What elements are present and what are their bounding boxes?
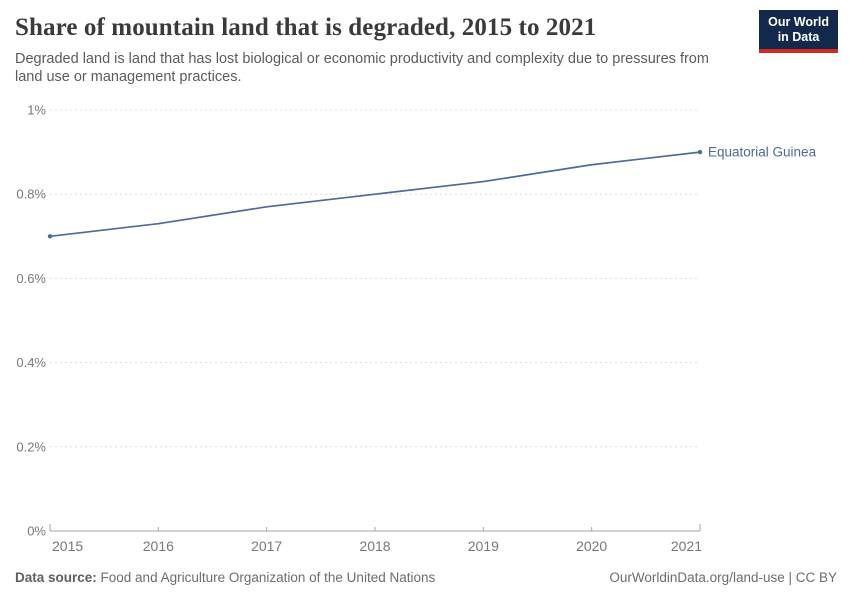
owid-logo-text-line1: Our World: [768, 15, 829, 29]
y-tick-label: 0%: [27, 524, 46, 539]
data-source-label: Data source:: [15, 570, 97, 585]
y-tick-label: 0.4%: [16, 355, 46, 370]
x-tick-label: 2021: [671, 538, 702, 554]
chart-header: Share of mountain land that is degraded,…: [15, 13, 755, 86]
x-tick-label: 2020: [576, 538, 607, 554]
y-tick-label: 0.2%: [16, 439, 46, 454]
page-title: Share of mountain land that is degraded,…: [15, 14, 597, 41]
series-end-point: [697, 149, 703, 155]
chart-footer: Data source: Food and Agriculture Organi…: [15, 570, 837, 585]
data-source-note: Data source: Food and Agriculture Organi…: [15, 570, 435, 585]
owid-logo[interactable]: Our World in Data: [759, 10, 838, 53]
x-tick-label: 2018: [359, 538, 390, 554]
x-tick-label: 2017: [251, 538, 282, 554]
series-label-equatorial-guinea[interactable]: Equatorial Guinea: [708, 145, 817, 160]
x-tick-label: 2016: [143, 538, 174, 554]
x-tick-label: 2019: [468, 538, 499, 554]
x-tick-label: 2015: [52, 538, 83, 554]
owid-logo-text-line2: in Data: [777, 30, 820, 44]
series-start-point: [47, 234, 53, 239]
y-tick-label: 0.6%: [16, 271, 46, 286]
series-line-equatorial-guinea[interactable]: [49, 151, 701, 238]
chart-subtitle: Degraded land is land that has lost biol…: [15, 51, 709, 85]
y-tick-label: 0.8%: [16, 187, 46, 202]
data-source-text: Food and Agriculture Organization of the…: [96, 570, 436, 585]
owid-license-link[interactable]: OurWorldinData.org/land-use | CC BY: [609, 570, 837, 585]
y-tick-label: 1%: [27, 103, 46, 118]
